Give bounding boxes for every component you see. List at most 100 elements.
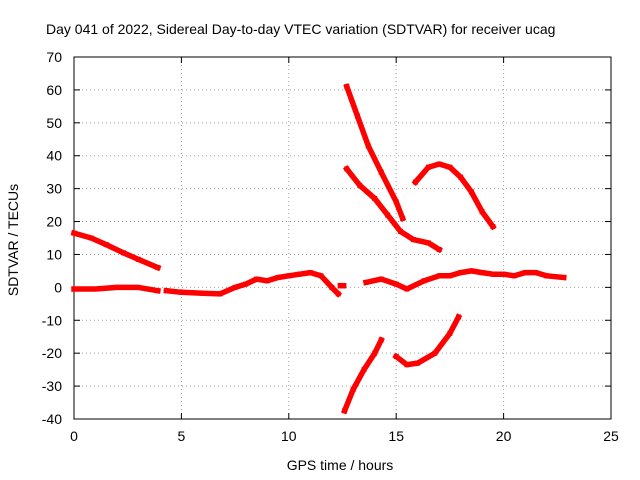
data-point [363, 279, 369, 285]
x-tick-label: 20 [496, 428, 512, 444]
data-point [155, 265, 161, 271]
data-point [385, 212, 391, 218]
data-point [307, 270, 313, 276]
plot-border [73, 56, 612, 420]
data-point [135, 284, 141, 290]
data-point [163, 288, 169, 294]
data-point [329, 284, 335, 290]
data-point [447, 273, 453, 279]
data-point [410, 237, 416, 243]
y-tick-label: -40 [42, 411, 62, 427]
data-point [490, 224, 496, 229]
x-tick-label: 0 [70, 428, 78, 444]
data-point [355, 113, 360, 119]
data-point [103, 242, 109, 248]
data-point [155, 288, 161, 294]
data-point [511, 273, 517, 279]
y-tick-label: 0 [54, 279, 62, 295]
data-point [254, 276, 260, 282]
data-point [71, 230, 77, 236]
data-point [561, 275, 567, 280]
data-point [490, 271, 496, 277]
y-tick-label: 60 [46, 82, 62, 98]
data-point [275, 275, 281, 280]
chart-title: Day 041 of 2022, Sidereal Day-to-day VTE… [46, 21, 555, 37]
data-point [372, 196, 378, 201]
data-point [522, 270, 528, 276]
data-point [468, 268, 474, 274]
y-tick-label: 10 [46, 246, 62, 262]
series-arc-2 [70, 229, 162, 272]
x-axis-label: GPS time / hours [287, 457, 394, 473]
data-point [286, 273, 292, 279]
data-point [501, 271, 507, 277]
data-point [544, 273, 550, 279]
data-point [393, 199, 399, 205]
y-tick-label: -20 [42, 345, 62, 361]
y-tick-label: 20 [46, 214, 62, 230]
data-point [456, 314, 461, 320]
data-point [365, 143, 371, 149]
data-point [372, 350, 378, 356]
data-point [114, 284, 120, 290]
series-arc-5 [343, 83, 407, 222]
data-point [344, 166, 350, 172]
data-point [436, 273, 442, 279]
data-point [458, 174, 464, 180]
y-tick-label: 40 [46, 148, 62, 164]
data-point [425, 240, 431, 246]
data-point [479, 270, 485, 276]
data-point [350, 386, 356, 392]
series-arc-6 [342, 165, 443, 254]
data-point [378, 169, 384, 175]
data-point [135, 256, 141, 262]
data-point [93, 286, 98, 292]
data-point [413, 179, 418, 185]
data-point [447, 330, 453, 336]
data-point [120, 250, 126, 256]
data-point [337, 283, 343, 289]
data-point [400, 215, 406, 221]
data-point [458, 270, 464, 276]
series-arc-3 [163, 269, 343, 298]
data-point [479, 209, 485, 215]
data-point [468, 189, 474, 195]
data-point [318, 273, 324, 279]
data-point [297, 271, 302, 277]
data-point [178, 289, 184, 295]
data-point [342, 408, 348, 414]
data-point [341, 283, 347, 289]
data-point [232, 284, 238, 290]
y-tick-label: -10 [42, 312, 62, 328]
data-point [344, 84, 350, 90]
data-point [217, 291, 223, 297]
data-point [378, 337, 384, 343]
data-point [264, 278, 270, 284]
y-tick-label: 70 [46, 49, 62, 65]
data-point [533, 270, 539, 276]
x-tick-label: 25 [603, 428, 619, 444]
y-tick-label: 50 [46, 115, 62, 131]
data-point [243, 281, 249, 287]
data-point [436, 247, 442, 252]
series-arc-9 [392, 313, 463, 368]
series-arc-10 [411, 161, 497, 231]
data-point [432, 350, 438, 356]
series-arc-7 [341, 336, 385, 415]
data-point [357, 182, 363, 188]
axis-ticks: 0 5 10 15 20 25 -40 -30 -20 -10 0 10 20 30 40 50 60 70 [42, 49, 619, 444]
data-point [447, 164, 453, 170]
data-point [436, 161, 442, 167]
data-point [415, 360, 421, 366]
data-point [393, 354, 399, 359]
data-point [425, 164, 431, 170]
gridlines [74, 57, 611, 419]
data-point [71, 286, 77, 292]
data-point [393, 281, 399, 287]
y-tick-label: 30 [46, 181, 62, 197]
data-point [378, 276, 384, 282]
x-tick-label: 5 [178, 428, 186, 444]
series-group [70, 83, 567, 415]
data-point [335, 291, 341, 297]
